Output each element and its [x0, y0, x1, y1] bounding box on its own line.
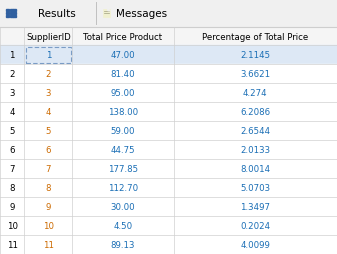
Text: 6: 6 — [45, 146, 51, 155]
Text: Results: Results — [38, 9, 75, 19]
Text: 81.40: 81.40 — [111, 70, 135, 79]
Text: 95.00: 95.00 — [111, 89, 135, 98]
Bar — [13, 15, 16, 18]
Bar — [0, 197, 337, 216]
Bar — [0, 65, 337, 84]
Bar — [103, 10, 110, 18]
Bar — [0, 0, 337, 27]
Text: 10: 10 — [43, 221, 54, 230]
Text: 11: 11 — [7, 240, 18, 249]
Bar — [6, 13, 9, 15]
Bar — [0, 179, 337, 197]
Text: 8: 8 — [45, 183, 51, 192]
Polygon shape — [108, 10, 110, 12]
Bar — [0, 160, 337, 179]
Bar — [6, 10, 9, 12]
Text: 4: 4 — [45, 108, 51, 117]
Bar — [0, 103, 337, 122]
Text: 5: 5 — [9, 127, 15, 136]
Text: 2: 2 — [9, 70, 15, 79]
Bar — [10, 15, 12, 18]
Text: 10: 10 — [7, 221, 18, 230]
Text: 89.13: 89.13 — [111, 240, 135, 249]
Text: 3.6621: 3.6621 — [240, 70, 270, 79]
Text: 47.00: 47.00 — [111, 51, 135, 60]
Text: 8.0014: 8.0014 — [240, 165, 270, 173]
Bar — [0, 216, 337, 235]
Bar — [10, 13, 12, 15]
Bar — [6, 15, 9, 18]
Bar — [0, 122, 337, 141]
Text: 30.00: 30.00 — [111, 202, 135, 211]
Text: 4.274: 4.274 — [243, 89, 268, 98]
Text: 11: 11 — [43, 240, 54, 249]
Text: 5: 5 — [45, 127, 51, 136]
Text: SupplierID: SupplierID — [26, 33, 71, 41]
Text: 5.0703: 5.0703 — [240, 183, 270, 192]
Text: 2.6544: 2.6544 — [240, 127, 270, 136]
Text: 9: 9 — [46, 202, 51, 211]
Bar — [0, 27, 337, 46]
Bar — [13, 10, 16, 12]
Text: Messages: Messages — [116, 9, 167, 19]
Bar — [0, 84, 337, 103]
Text: 1.3497: 1.3497 — [240, 202, 270, 211]
Text: Total Price Product: Total Price Product — [84, 33, 162, 41]
Text: 138.00: 138.00 — [108, 108, 138, 117]
Text: 7: 7 — [45, 165, 51, 173]
Text: 4.50: 4.50 — [114, 221, 132, 230]
Bar — [10, 10, 12, 12]
Bar — [0, 141, 337, 160]
Bar — [0, 235, 337, 254]
Text: 112.70: 112.70 — [108, 183, 138, 192]
Text: 0.2024: 0.2024 — [240, 221, 270, 230]
Text: Percentage of Total Price: Percentage of Total Price — [202, 33, 308, 41]
Text: 2: 2 — [45, 70, 51, 79]
Text: 1: 1 — [9, 51, 15, 60]
Text: 3: 3 — [45, 89, 51, 98]
Bar — [26, 47, 71, 64]
Text: 3: 3 — [9, 89, 15, 98]
Text: 6.2086: 6.2086 — [240, 108, 270, 117]
Text: 177.85: 177.85 — [108, 165, 138, 173]
Text: 44.75: 44.75 — [111, 146, 135, 155]
Text: 6: 6 — [9, 146, 15, 155]
Text: 7: 7 — [9, 165, 15, 173]
Text: 4: 4 — [9, 108, 15, 117]
Text: 4.0099: 4.0099 — [240, 240, 270, 249]
Text: 1: 1 — [45, 51, 51, 60]
Bar — [0, 46, 337, 65]
Text: 2.1145: 2.1145 — [240, 51, 270, 60]
Text: 2.0133: 2.0133 — [240, 146, 270, 155]
Bar — [13, 13, 16, 15]
Text: 8: 8 — [9, 183, 15, 192]
Text: 9: 9 — [9, 202, 15, 211]
Text: 59.00: 59.00 — [111, 127, 135, 136]
